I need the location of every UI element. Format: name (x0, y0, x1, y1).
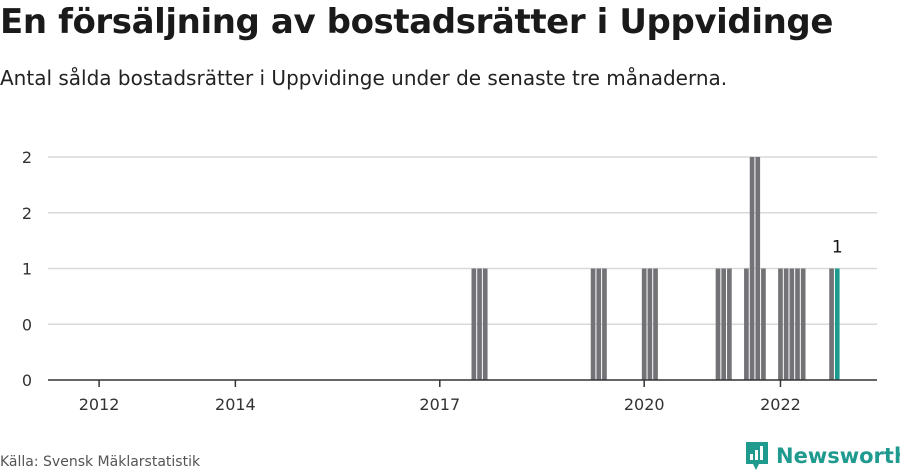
bar-highlight (834, 268, 840, 380)
bar (727, 268, 732, 380)
bar (596, 268, 602, 380)
bar (755, 157, 761, 380)
y-tick-label: 0 (22, 371, 32, 390)
newsworthy-logo-icon (746, 442, 768, 470)
data-label: 1 (832, 238, 843, 258)
x-tick-label: 2020 (624, 395, 665, 414)
bar (482, 268, 488, 380)
bar (653, 268, 658, 380)
bar (641, 268, 647, 380)
bar (744, 268, 749, 380)
bar (602, 268, 607, 380)
bar (795, 268, 800, 380)
bar (783, 268, 789, 380)
bar (778, 268, 783, 380)
x-tick-label: 2017 (419, 395, 460, 414)
bar (647, 268, 653, 380)
bar (829, 268, 834, 380)
bar (721, 268, 727, 380)
bar (800, 268, 806, 380)
y-tick-label: 0 (22, 315, 32, 334)
bar (477, 268, 482, 380)
chart-title: En försäljning av bostadsrätter i Uppvid… (0, 2, 834, 42)
chart-subtitle: Antal sålda bostadsrätter i Uppvidinge u… (0, 66, 728, 90)
y-tick-label: 2 (22, 204, 32, 223)
bar (471, 268, 477, 380)
y-tick-label: 1 (22, 260, 32, 279)
x-tick-label: 2014 (215, 395, 256, 414)
brand-name: Newsworthy (776, 444, 900, 468)
bar (749, 157, 755, 380)
y-tick-label: 2 (22, 148, 32, 167)
bar (715, 268, 721, 380)
x-tick-label: 2022 (760, 395, 801, 414)
x-tick-label: 2012 (79, 395, 120, 414)
source-note: Källa: Svensk Mäklarstatistik (0, 454, 201, 470)
bar (761, 268, 766, 380)
bar (789, 268, 795, 380)
bar (590, 268, 596, 380)
newsworthy-logo: Newsworthy (744, 440, 900, 472)
